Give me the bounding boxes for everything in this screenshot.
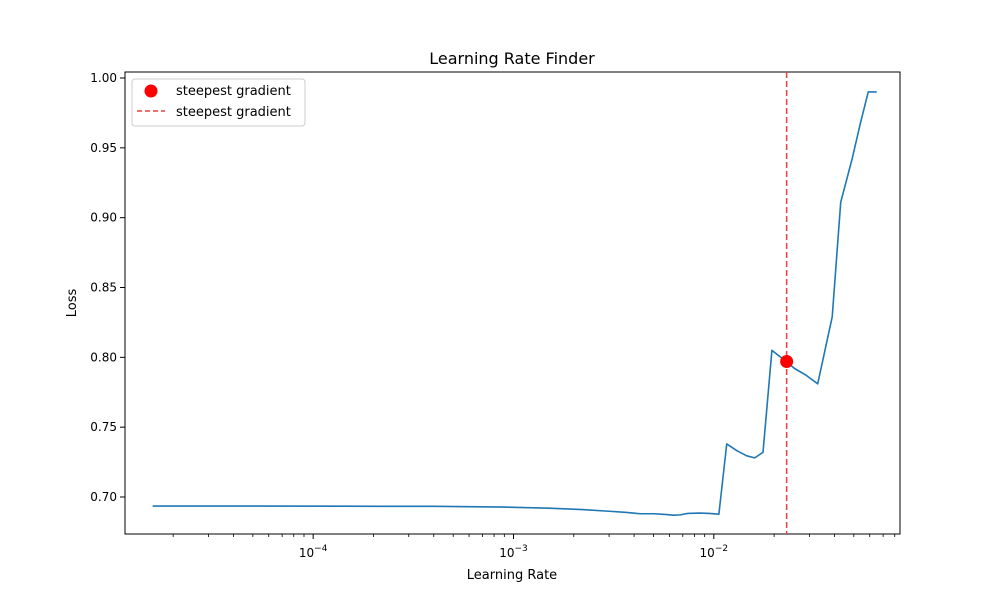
x-axis: 10−4 10−3 10−2: [172, 534, 896, 560]
legend-marker-swatch: [144, 84, 158, 98]
y-tick-label: 0.95: [90, 141, 117, 155]
plot-area: [124, 71, 901, 535]
steepest-gradient-marker: [780, 355, 794, 369]
x-axis-label: Learning Rate: [467, 568, 557, 583]
series-layer: [152, 72, 877, 534]
y-tick-label: 0.75: [90, 420, 117, 434]
plot-frame: [124, 71, 901, 535]
y-axis-label: Loss: [65, 289, 80, 318]
x-tick-label: 10−2: [700, 544, 729, 560]
y-axis: 0.70 0.75 0.80 0.85 0.90 0.95 1.00: [90, 71, 125, 504]
legend-vline-label: steepest gradient: [176, 105, 291, 120]
y-tick-label: 0.85: [90, 280, 117, 294]
y-tick-label: 0.90: [90, 211, 117, 225]
y-tick-label: 0.70: [90, 490, 117, 504]
loss-series-line: [152, 91, 877, 516]
legend: steepest gradient steepest gradient: [131, 78, 306, 127]
legend-box: [131, 78, 306, 127]
y-tick-label: 0.80: [90, 350, 117, 364]
x-tick-label: 10−4: [299, 544, 328, 560]
y-tick-label: 1.00: [90, 71, 117, 85]
x-tick-label: 10−3: [499, 544, 528, 560]
chart-title: Learning Rate Finder: [429, 49, 595, 68]
legend-marker-label: steepest gradient: [176, 84, 291, 99]
